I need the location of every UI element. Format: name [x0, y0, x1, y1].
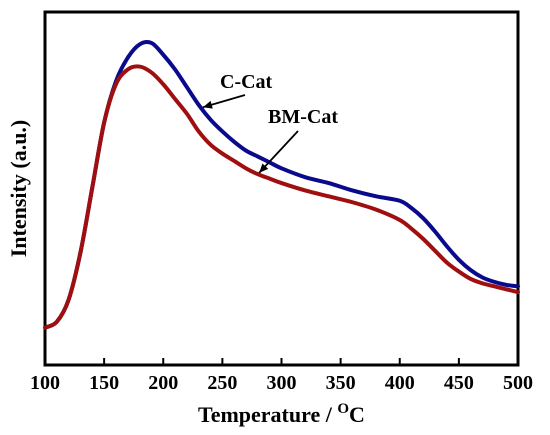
y-axis-title: Intensity (a.u.) [6, 120, 31, 258]
x-tick-label: 200 [148, 372, 178, 394]
x-axis-title: Temperature / OC [198, 401, 365, 427]
x-tick-label: 250 [207, 372, 237, 394]
annotation-label: C-Cat [220, 71, 273, 93]
plot-frame [43, 10, 520, 367]
x-axis-title-unit: C [349, 402, 365, 427]
annotation-arrow-head [203, 100, 213, 109]
x-axis-ticks: 100 150 200 250 300 350 400 450 500 [30, 358, 533, 394]
x-axis-title-superscript: O [337, 401, 349, 417]
x-axis-title-text: Temperature / [198, 402, 337, 427]
x-tick-label: 150 [89, 372, 119, 394]
x-tick-label: 400 [385, 372, 415, 394]
annotation-arrow-head [259, 163, 269, 173]
x-tick-label: 300 [267, 372, 297, 394]
x-tick-label: 450 [444, 372, 474, 394]
series-line-bm-cat [43, 64, 520, 330]
annotation-arrow-line [258, 130, 299, 174]
x-tick-label: 350 [326, 372, 356, 394]
annotation-label: BM-Cat [268, 106, 338, 128]
x-tick-label: 100 [30, 372, 60, 394]
annotation-layer: C-Cat BM-Cat [202, 71, 338, 174]
x-tick-label: 500 [503, 372, 533, 394]
series-layer [43, 40, 520, 330]
